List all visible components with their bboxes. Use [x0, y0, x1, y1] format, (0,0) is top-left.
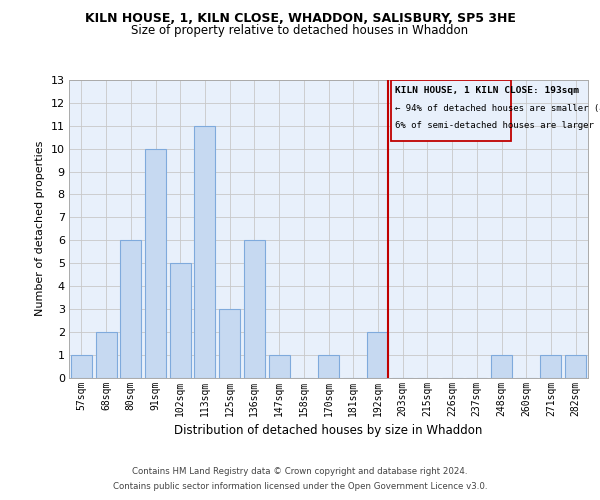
- Text: Size of property relative to detached houses in Whaddon: Size of property relative to detached ho…: [131, 24, 469, 37]
- Bar: [318, 354, 339, 378]
- Bar: [145, 148, 166, 378]
- Bar: [244, 240, 265, 378]
- Bar: [170, 263, 191, 378]
- Bar: [71, 354, 92, 378]
- Bar: [491, 354, 512, 378]
- Bar: [194, 126, 215, 378]
- Text: 6% of semi-detached houses are larger (3) →: 6% of semi-detached houses are larger (3…: [395, 121, 600, 130]
- Bar: [367, 332, 388, 378]
- Bar: [219, 309, 240, 378]
- X-axis label: Distribution of detached houses by size in Whaddon: Distribution of detached houses by size …: [175, 424, 482, 437]
- Text: Contains public sector information licensed under the Open Government Licence v3: Contains public sector information licen…: [113, 482, 487, 491]
- Text: KILN HOUSE, 1 KILN CLOSE: 193sqm: KILN HOUSE, 1 KILN CLOSE: 193sqm: [395, 86, 578, 94]
- Bar: [269, 354, 290, 378]
- Bar: [541, 354, 562, 378]
- Text: ← 94% of detached houses are smaller (47): ← 94% of detached houses are smaller (47…: [395, 104, 600, 113]
- Bar: [120, 240, 141, 378]
- Bar: [565, 354, 586, 378]
- Text: Contains HM Land Registry data © Crown copyright and database right 2024.: Contains HM Land Registry data © Crown c…: [132, 467, 468, 476]
- Text: KILN HOUSE, 1, KILN CLOSE, WHADDON, SALISBURY, SP5 3HE: KILN HOUSE, 1, KILN CLOSE, WHADDON, SALI…: [85, 12, 515, 26]
- Y-axis label: Number of detached properties: Number of detached properties: [35, 141, 45, 316]
- Bar: [95, 332, 116, 378]
- Bar: [391, 80, 511, 140]
